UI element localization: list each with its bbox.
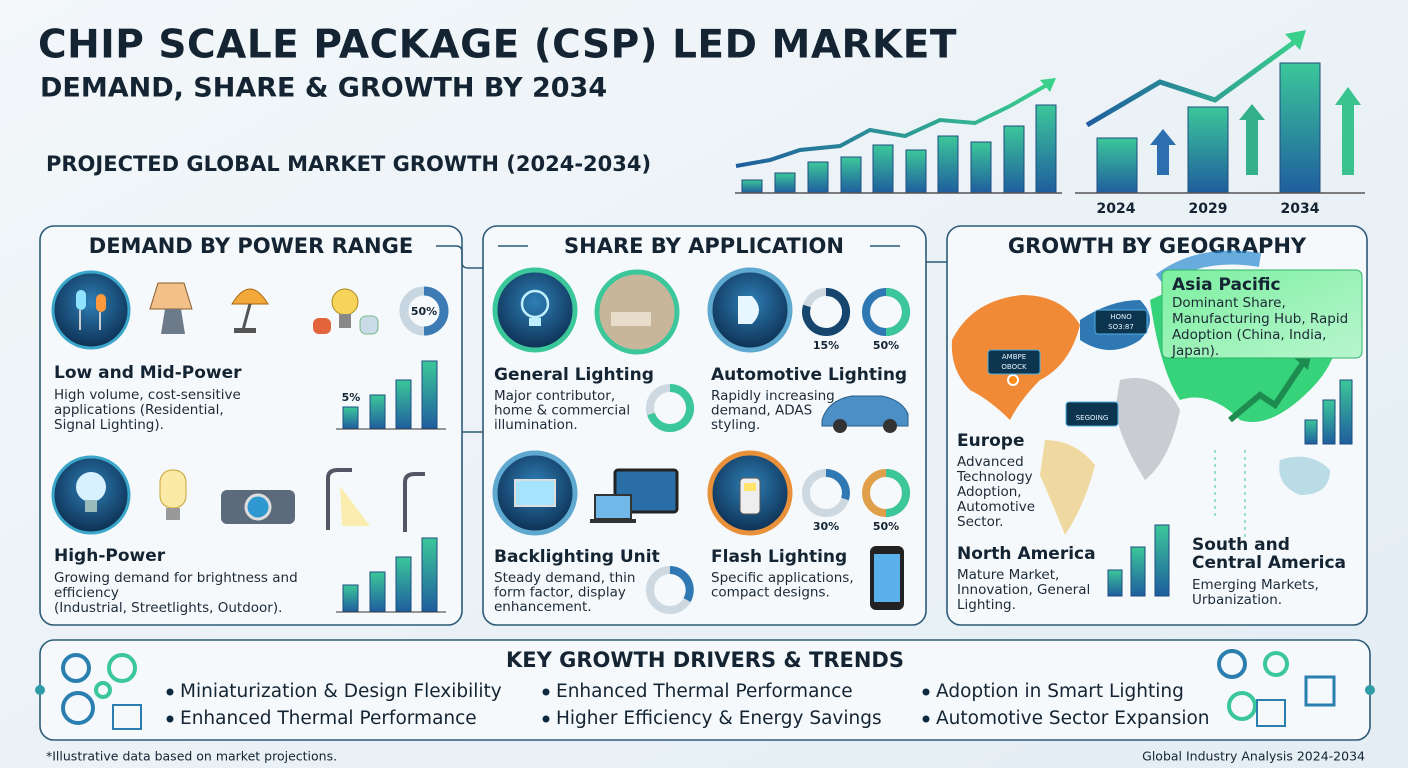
region-text: Urbanization. [1192, 592, 1282, 608]
region-text: Sector. [957, 514, 1003, 530]
panel-title: SHARE BY APPLICATION [564, 234, 844, 258]
item-text: enhancement. [494, 599, 592, 615]
growth-years-chart [1075, 30, 1365, 194]
connectors [436, 245, 947, 433]
donuts [646, 287, 910, 614]
region-title: North America [957, 544, 1096, 564]
year-label: 2034 [1281, 201, 1320, 217]
mini-bars [336, 360, 1353, 613]
percent-label: 50% [411, 305, 437, 318]
item-text: efficiency [54, 585, 119, 601]
item-text: Growing demand for brightness and [54, 570, 298, 586]
percent-label: 30% [813, 520, 839, 533]
item-text: Signal Lighting). [54, 417, 164, 433]
driver-item: Automotive Sector Expansion [936, 708, 1210, 729]
item-text: Specific applications, [711, 570, 854, 586]
region-title: South and [1192, 535, 1290, 555]
drivers-title: KEY GROWTH DRIVERS & TRENDS [506, 648, 904, 672]
subtitle: DEMAND, SHARE & GROWTH BY 2034 [40, 73, 607, 104]
item-text: compact designs. [711, 585, 830, 601]
growth-bars [741, 104, 1057, 194]
region-text: Emerging Markets, [1192, 577, 1319, 593]
region-text: Technology [956, 469, 1033, 485]
year-label: 2029 [1189, 201, 1228, 217]
item-title: General Lighting [494, 365, 654, 385]
item-text: (Industrial, Streetlights, Outdoor). [54, 600, 282, 616]
item-text: Major contributor, [494, 388, 615, 404]
percent-label: 15% [813, 339, 839, 352]
map-tag: SEGOING [1076, 414, 1109, 422]
region-text: Adoption, [957, 484, 1022, 500]
item-text: High volume, cost-sensitive [54, 387, 241, 403]
item-title: Flash Lighting [711, 547, 847, 567]
footnote: *Illustrative data based on market proje… [46, 749, 337, 764]
item-text: form factor, display [494, 585, 626, 601]
percent-label: 50% [873, 339, 899, 352]
item-title: Backlighting Unit [494, 547, 660, 567]
growth-arrow [735, 80, 1053, 168]
panel-title: DEMAND BY POWER RANGE [89, 234, 413, 258]
region-text: Advanced [957, 454, 1024, 470]
item-title: Automotive Lighting [711, 365, 907, 385]
dot [1365, 685, 1375, 695]
map-tag: HONO [1110, 313, 1132, 321]
region-title: Asia Pacific [1172, 275, 1281, 295]
region-text: Adoption (China, India, [1172, 327, 1326, 343]
arrow-head [1040, 78, 1056, 92]
region-text: Japan). [1171, 343, 1219, 359]
map-tag: AMBPE [1002, 353, 1026, 361]
driver-item: Higher Efficiency & Energy Savings [556, 708, 882, 729]
region-text: Automotive [957, 499, 1035, 515]
item-text: home & commercial [494, 403, 630, 419]
world-map [951, 250, 1363, 540]
bullets [166, 688, 930, 723]
region-text: Innovation, General [957, 582, 1090, 598]
driver-item: Miniaturization & Design Flexibility [180, 681, 502, 702]
driver-item: Adoption in Smart Lighting [936, 681, 1184, 702]
growth-title: PROJECTED GLOBAL MARKET GROWTH (2024-203… [46, 152, 651, 176]
panel-title: GROWTH BY GEOGRAPHY [1008, 234, 1307, 258]
driver-icons [61, 649, 1336, 730]
item-title: Low and Mid-Power [54, 363, 242, 383]
region-title: Europe [957, 431, 1024, 451]
map-tag: SO3:87 [1108, 323, 1134, 331]
item-title: High-Power [54, 546, 166, 566]
item-text: styling. [711, 417, 760, 433]
region-title: Central America [1192, 553, 1346, 573]
year-label: 2024 [1097, 201, 1136, 217]
map-tag: OBOCK [1001, 363, 1027, 371]
region-text: Lighting. [957, 597, 1016, 613]
icons-application [492, 267, 909, 610]
dot [35, 685, 45, 695]
icons-power [51, 270, 449, 535]
driver-item: Enhanced Thermal Performance [556, 681, 853, 702]
percent-label: 50% [873, 520, 899, 533]
region-text: Manufacturing Hub, Rapid [1172, 311, 1348, 327]
item-text: Steady demand, thin [494, 570, 635, 586]
percent-label: 5% [342, 391, 361, 404]
item-text: illumination. [494, 417, 578, 433]
source: Global Industry Analysis 2024-2034 [1142, 749, 1365, 764]
driver-item: Enhanced Thermal Performance [180, 708, 477, 729]
item-text: applications (Residential, [54, 402, 224, 418]
region-text: Mature Market, [957, 567, 1059, 583]
title: CHIP SCALE PACKAGE (CSP) LED MARKET [38, 23, 957, 68]
item-text: demand, ADAS [711, 403, 812, 419]
region-text: Dominant Share, [1172, 295, 1286, 311]
item-text: Rapidly increasing [711, 388, 835, 404]
